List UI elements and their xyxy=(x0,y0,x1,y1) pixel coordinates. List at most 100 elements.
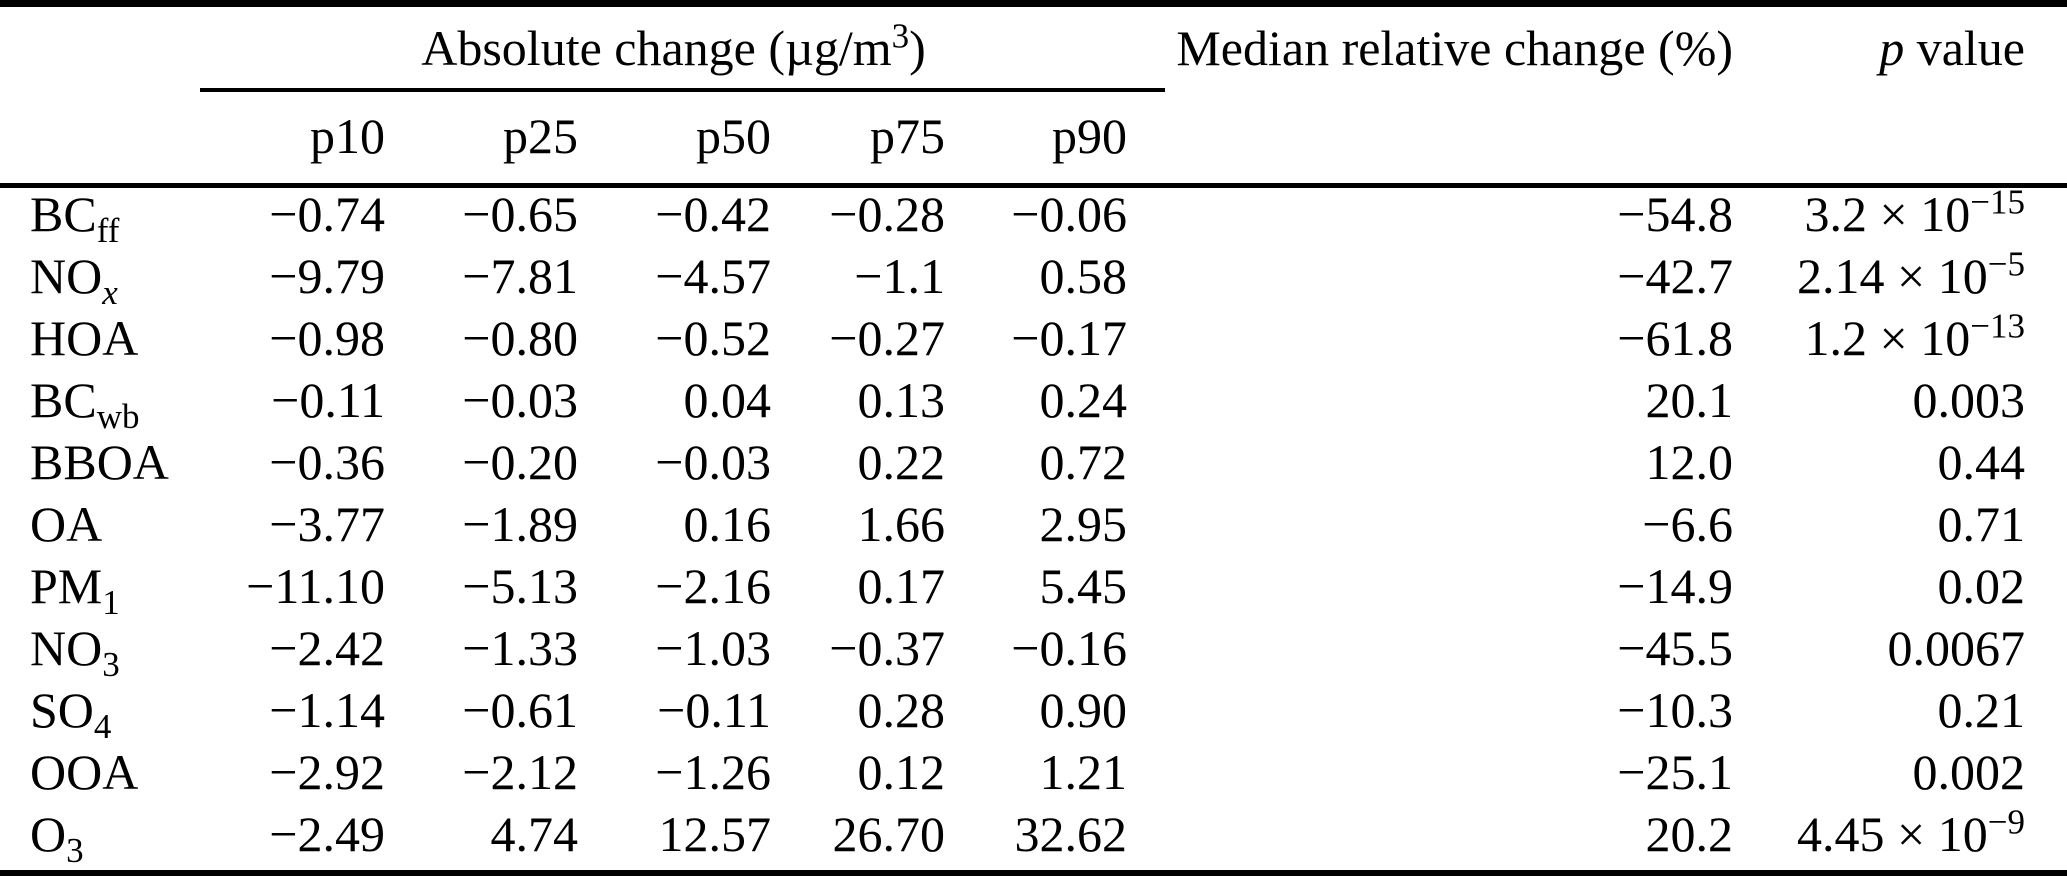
cell-pvalue: 0.0067 xyxy=(1733,617,2067,679)
cell-median: −61.8 xyxy=(1617,310,1733,366)
cell-p50: 0.16 xyxy=(683,496,772,552)
species-name: BC xyxy=(30,186,97,242)
table-row: OA −3.77 −1.89 0.16 1.66 2.95 −6.6 0.71 xyxy=(0,493,2067,555)
absolute-change-header-text: Absolute change (µg/m xyxy=(421,19,892,76)
cell-pvalue: 0.44 xyxy=(1733,431,2067,493)
table-mid-rule xyxy=(0,183,2067,188)
cell-p25: −0.03 xyxy=(462,372,578,428)
p-value-coefficient: 1.2 × 10 xyxy=(1804,310,1971,366)
pvalue-subheader-spacer xyxy=(1733,88,2067,183)
cell-p10: −0.11 xyxy=(271,372,385,428)
p25-header: p25 xyxy=(503,107,578,164)
row-label: OOA xyxy=(0,741,175,803)
species-name: NO xyxy=(30,248,103,304)
cell-p75: −1.1 xyxy=(854,248,945,304)
table-row: O3 −2.49 4.74 12.57 26.70 32.62 20.2 4.4… xyxy=(0,802,2067,868)
cell-p75: 26.70 xyxy=(832,806,946,862)
cell-median: 20.1 xyxy=(1645,372,1734,428)
table-bottom-rule xyxy=(0,870,2067,876)
cell-p75: 0.13 xyxy=(857,372,946,428)
cell-p75: 0.17 xyxy=(857,558,946,614)
cell-p10: −2.92 xyxy=(269,744,385,800)
species-name: O xyxy=(30,806,67,862)
cell-p50: −1.03 xyxy=(655,620,771,676)
cell-p75: −0.37 xyxy=(829,620,945,676)
species-name: OOA xyxy=(30,744,139,800)
p-value-coefficient: 0.0067 xyxy=(1887,620,2026,676)
p50-header: p50 xyxy=(696,107,771,164)
cell-p75: 0.28 xyxy=(857,682,946,738)
cell-p75: 0.12 xyxy=(857,744,946,800)
species-name: PM xyxy=(30,558,103,614)
cell-p90: −0.16 xyxy=(1011,620,1127,676)
results-table: Absolute change (µg/m3) Median relative … xyxy=(0,7,2067,868)
cell-p90: 1.21 xyxy=(1039,744,1128,800)
species-name: BBOA xyxy=(30,434,169,490)
cell-p50: −4.57 xyxy=(655,248,771,304)
cell-median: −25.1 xyxy=(1617,744,1733,800)
p-value-header-p: p xyxy=(1879,19,1905,76)
cell-p25: −0.65 xyxy=(462,186,578,242)
table-row: PM1 −11.10 −5.13 −2.16 0.17 5.45 −14.9 0… xyxy=(0,555,2067,620)
label-column-header xyxy=(0,7,175,88)
table-row: HOA −0.98 −0.80 −0.52 −0.27 −0.17 −61.8 … xyxy=(0,307,2067,369)
row-label: BCwb xyxy=(0,369,175,434)
cell-pvalue: 0.003 xyxy=(1733,369,2067,431)
cell-p50: −0.52 xyxy=(655,310,771,366)
cell-p25: −0.61 xyxy=(462,682,578,738)
cell-median: 12.0 xyxy=(1645,434,1734,490)
group-header-row: Absolute change (µg/m3) Median relative … xyxy=(0,7,2067,88)
p-value-coefficient: 0.44 xyxy=(1937,434,2026,490)
species-name: SO xyxy=(30,682,94,738)
median-relative-change-header: Median relative change (%) xyxy=(1176,19,1733,76)
cell-p50: 0.04 xyxy=(683,372,772,428)
p-value-coefficient: 3.2 × 10 xyxy=(1804,186,1971,242)
species-name: BC xyxy=(30,372,97,428)
cell-median: −45.5 xyxy=(1617,620,1733,676)
cell-p50: −0.42 xyxy=(655,186,771,242)
cell-p50: 12.57 xyxy=(658,806,772,862)
table-row: BBOA −0.36 −0.20 −0.03 0.22 0.72 12.0 0.… xyxy=(0,431,2067,493)
cell-p75: −0.27 xyxy=(829,310,945,366)
species-name: HOA xyxy=(30,310,139,366)
p-value-exponent: −5 xyxy=(1987,244,2025,284)
cell-p25: −5.13 xyxy=(462,558,578,614)
p-value-coefficient: 0.003 xyxy=(1912,372,2026,428)
cell-p10: −2.42 xyxy=(269,620,385,676)
p90-header: p90 xyxy=(1052,107,1127,164)
cell-p10: −0.74 xyxy=(269,186,385,242)
cell-pvalue: 2.14 × 10−5 xyxy=(1733,245,2067,307)
cell-p10: −0.36 xyxy=(269,434,385,490)
cell-pvalue: 0.71 xyxy=(1733,493,2067,555)
table-row: NOx −9.79 −7.81 −4.57 −1.1 0.58 −42.7 2.… xyxy=(0,245,2067,310)
cell-p25: −0.20 xyxy=(462,434,578,490)
table-row: OOA −2.92 −2.12 −1.26 0.12 1.21 −25.1 0.… xyxy=(0,741,2067,803)
row-label: NOx xyxy=(0,245,175,310)
cell-p90: 5.45 xyxy=(1039,558,1128,614)
species-subscript: 3 xyxy=(66,831,84,870)
cell-p90: 0.58 xyxy=(1039,248,1128,304)
p-value-coefficient: 0.02 xyxy=(1937,558,2026,614)
cell-p90: 0.72 xyxy=(1039,434,1128,490)
label-column-subheader xyxy=(0,88,175,183)
cell-p50: −0.03 xyxy=(655,434,771,490)
cell-p90: 0.24 xyxy=(1039,372,1128,428)
row-label: OA xyxy=(0,493,175,555)
cell-pvalue: 3.2 × 10−15 xyxy=(1733,183,2067,245)
cell-p75: −0.28 xyxy=(829,186,945,242)
p-value-coefficient: 0.71 xyxy=(1937,496,2026,552)
percentile-header-row: p10 p25 p50 p75 p90 xyxy=(0,88,2067,183)
table-row: BCwb −0.11 −0.03 0.04 0.13 0.24 20.1 0.0… xyxy=(0,369,2067,434)
cell-p90: −0.06 xyxy=(1011,186,1127,242)
cell-p90: 2.95 xyxy=(1039,496,1128,552)
row-label: BBOA xyxy=(0,431,175,493)
cell-median: −10.3 xyxy=(1617,682,1733,738)
table-row: BCff −0.74 −0.65 −0.42 −0.28 −0.06 −54.8… xyxy=(0,183,2067,248)
cell-p10: −9.79 xyxy=(269,248,385,304)
cell-pvalue: 1.2 × 10−13 xyxy=(1733,307,2067,369)
p75-header: p75 xyxy=(870,107,945,164)
p-value-exponent: −9 xyxy=(1987,802,2025,842)
absolute-change-spanner-rule xyxy=(200,88,1165,92)
row-label: BCff xyxy=(0,183,175,248)
